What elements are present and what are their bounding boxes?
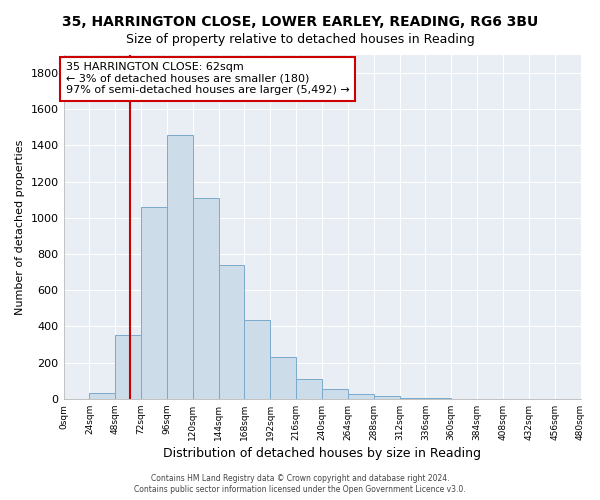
Bar bbox=[374, 396, 400, 399]
Bar bbox=[115, 334, 141, 399]
Bar bbox=[271, 357, 296, 399]
X-axis label: Distribution of detached houses by size in Reading: Distribution of detached houses by size … bbox=[163, 447, 481, 460]
Bar bbox=[296, 379, 322, 399]
Bar bbox=[244, 320, 271, 399]
Bar bbox=[322, 389, 348, 399]
Bar bbox=[193, 198, 218, 399]
Bar bbox=[141, 207, 167, 399]
Bar bbox=[89, 394, 115, 399]
Bar bbox=[167, 134, 193, 399]
Text: Size of property relative to detached houses in Reading: Size of property relative to detached ho… bbox=[125, 32, 475, 46]
Bar bbox=[348, 394, 374, 399]
Bar bbox=[400, 398, 425, 399]
Text: 35 HARRINGTON CLOSE: 62sqm
← 3% of detached houses are smaller (180)
97% of semi: 35 HARRINGTON CLOSE: 62sqm ← 3% of detac… bbox=[65, 62, 349, 96]
Y-axis label: Number of detached properties: Number of detached properties bbox=[15, 139, 25, 314]
Text: Contains HM Land Registry data © Crown copyright and database right 2024.
Contai: Contains HM Land Registry data © Crown c… bbox=[134, 474, 466, 494]
Text: 35, HARRINGTON CLOSE, LOWER EARLEY, READING, RG6 3BU: 35, HARRINGTON CLOSE, LOWER EARLEY, READ… bbox=[62, 15, 538, 29]
Bar bbox=[218, 265, 244, 399]
